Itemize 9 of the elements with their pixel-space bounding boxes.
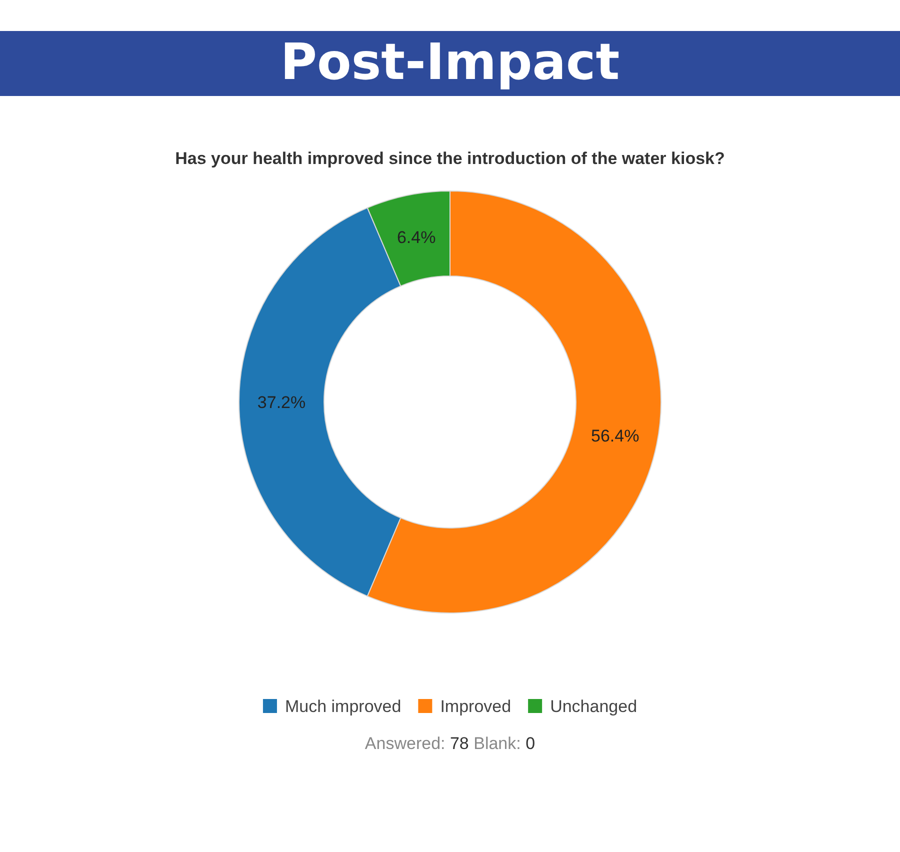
legend-label: Unchanged (550, 696, 638, 716)
legend-label: Much improved (284, 696, 402, 716)
chart-title: Post-Impact (280, 33, 620, 91)
chart-subtitle: Has your health improved since the introduction of the water kiosk? (175, 149, 725, 168)
data-label: 56.4% (591, 426, 640, 446)
text: Answered: 78 Blank: 0 (364, 734, 536, 753)
data-label: 37.2% (257, 392, 306, 412)
legend-label: Improved (440, 696, 512, 716)
data-label: 6.4% (396, 228, 436, 247)
